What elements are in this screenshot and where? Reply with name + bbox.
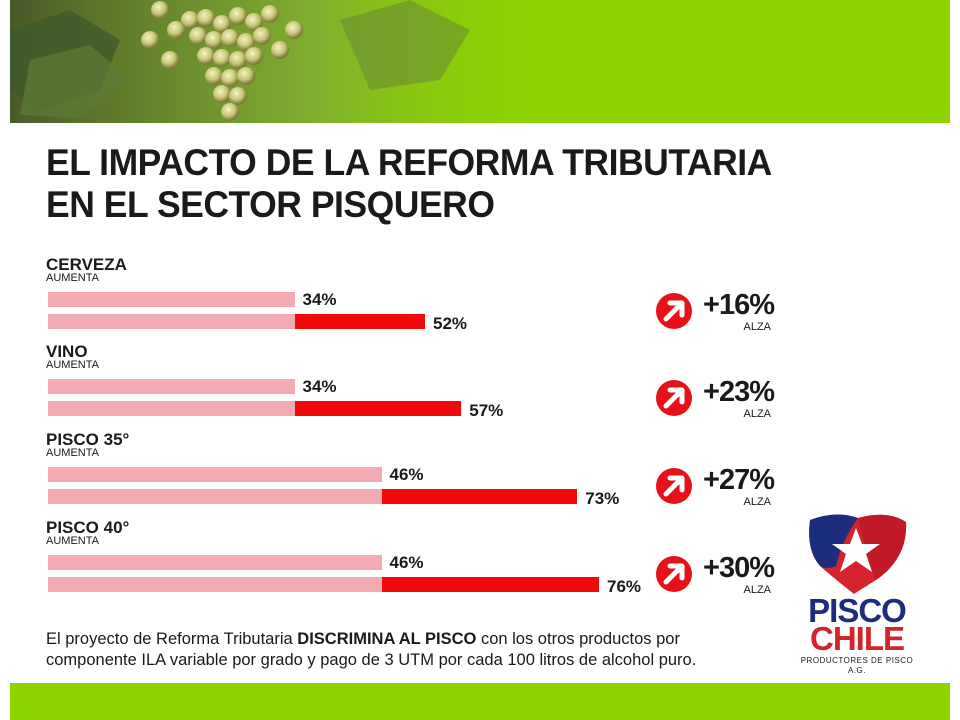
logo-subtitle: PRODUCTORES DE PISCO A.G. xyxy=(800,656,914,675)
grape-berry xyxy=(213,15,231,33)
bar-after-base xyxy=(48,489,382,504)
grape-berry xyxy=(221,29,239,47)
arrow-up-right-circle-icon xyxy=(656,293,692,329)
grape-berry xyxy=(253,27,271,45)
category-subtitle: AUMENTA xyxy=(46,535,99,547)
bar-after-increase xyxy=(381,489,578,504)
category-group: PISCO 35° AUMENTA 46% 73% xyxy=(46,430,646,520)
title-line-2: EN EL SECTOR PISQUERO xyxy=(46,184,495,225)
page-title: EL IMPACTO DE LA REFORMA TRIBUTARIA EN E… xyxy=(46,142,772,226)
value-label-after: 76% xyxy=(607,577,642,596)
value-label-before: 34% xyxy=(302,377,337,396)
bar-before xyxy=(48,467,382,482)
bar-after-increase xyxy=(294,314,425,329)
grape-berry xyxy=(237,33,255,51)
category-subtitle: AUMENTA xyxy=(46,272,99,284)
grape-berry xyxy=(229,51,247,69)
bar-after-base xyxy=(48,314,295,329)
note-line-2: componente ILA variable por grado y pago… xyxy=(46,650,697,669)
grape-berry xyxy=(229,87,247,105)
category-group: PISCO 40° AUMENTA 46% 76% xyxy=(46,518,646,608)
grape-berry xyxy=(261,5,279,23)
arrow-up-right-circle-icon xyxy=(656,380,692,416)
rise-value: +16% xyxy=(703,289,775,321)
value-label-after: 73% xyxy=(585,489,620,508)
title-line-1: EL IMPACTO DE LA REFORMA TRIBUTARIA xyxy=(46,142,772,183)
rise-label: ALZA xyxy=(743,584,771,596)
grape-berry xyxy=(141,31,159,49)
category-name: CERVEZA xyxy=(46,255,127,274)
grape-berry xyxy=(189,27,207,45)
bar-after-increase xyxy=(294,401,462,416)
grape-berry xyxy=(151,1,169,19)
grape-berry xyxy=(205,67,223,85)
bar-after-base xyxy=(48,577,382,592)
note-bold: DISCRIMINA AL PISCO xyxy=(297,629,477,648)
category-subtitle: AUMENTA xyxy=(46,447,99,459)
grape-berry xyxy=(197,47,215,65)
value-label-after: 52% xyxy=(433,314,468,333)
grape-berry xyxy=(229,7,247,25)
bar-before xyxy=(48,555,382,570)
note-part-2: con los otros productos por xyxy=(476,629,680,648)
grape-berry xyxy=(237,67,255,85)
value-label-before: 46% xyxy=(389,465,424,484)
bar-before xyxy=(48,292,295,307)
logo-pisco: PISCO xyxy=(808,592,907,629)
grape-berry xyxy=(271,41,289,59)
category-group: CERVEZA AUMENTA 34% 52% xyxy=(46,255,646,345)
grape-berry xyxy=(213,85,231,103)
grape-berry xyxy=(205,31,223,49)
grape-berry xyxy=(221,69,239,87)
note-part-1: El proyecto de Reforma Tributaria xyxy=(46,629,298,648)
star-shield-icon xyxy=(809,514,907,594)
grape-berry xyxy=(213,49,231,67)
grape-berry xyxy=(245,13,263,31)
rise-label: ALZA xyxy=(743,408,771,420)
bar-after-increase xyxy=(381,577,599,592)
grape-berry xyxy=(221,103,239,121)
value-label-after: 57% xyxy=(469,401,504,420)
category-group: VINO AUMENTA 34% 57% xyxy=(46,342,646,432)
pisco-chile-logo: PISCO CHILE PRODUCTORES DE PISCO A.G. xyxy=(796,510,926,675)
bar-before xyxy=(48,379,295,394)
category-subtitle: AUMENTA xyxy=(46,359,99,371)
category-name: VINO xyxy=(46,342,88,361)
arrow-up-right-circle-icon xyxy=(656,556,692,592)
grape-berry xyxy=(181,11,199,29)
top-banner xyxy=(10,0,950,123)
rise-value: +23% xyxy=(703,376,775,408)
grape-vine-photo xyxy=(10,0,570,123)
bottom-band xyxy=(10,683,950,720)
value-label-before: 34% xyxy=(302,290,337,309)
rise-label: ALZA xyxy=(743,321,771,333)
rise-value: +27% xyxy=(703,464,775,496)
rise-value: +30% xyxy=(703,552,775,584)
bar-after-base xyxy=(48,401,295,416)
grape-berry xyxy=(167,21,185,39)
category-name: PISCO 40° xyxy=(46,518,130,537)
value-label-before: 46% xyxy=(389,553,424,572)
category-name: PISCO 35° xyxy=(46,430,130,449)
logo-chile: CHILE xyxy=(810,620,905,657)
arrow-up-right-circle-icon xyxy=(656,468,692,504)
footnote: El proyecto de Reforma Tributaria DISCRI… xyxy=(46,629,786,671)
grape-berry xyxy=(245,47,263,65)
grape-berry xyxy=(161,51,179,69)
grape-berry xyxy=(285,21,303,39)
rise-label: ALZA xyxy=(743,496,771,508)
grape-berry xyxy=(197,9,215,27)
